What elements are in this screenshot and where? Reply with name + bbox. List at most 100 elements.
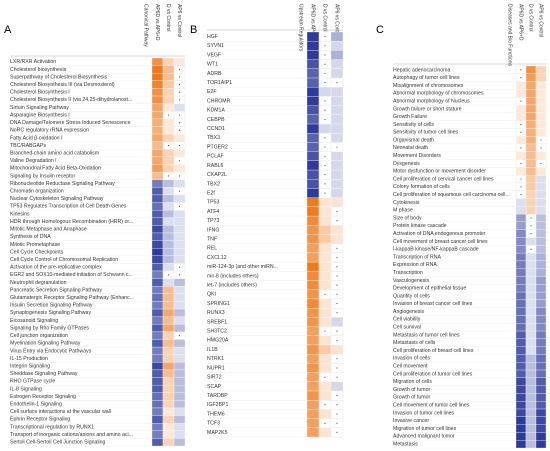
heat-cell [318, 123, 332, 134]
row-label: Hepatic adenocarcinoma [393, 67, 450, 73]
heat-cell [173, 400, 186, 409]
row-label: Sirtuin Signaling Pathway [10, 105, 69, 111]
heat-cell [162, 57, 175, 66]
row-label: TBX2 [207, 181, 220, 187]
heat-cell [306, 225, 320, 235]
cell-dot [324, 164, 326, 167]
heat-cell [151, 73, 164, 81]
cell-dot [324, 118, 326, 121]
heat-cell [330, 197, 344, 208]
heat-cell [151, 88, 164, 97]
heat-cell [306, 261, 320, 272]
heat-cell [306, 169, 320, 180]
row-label: Cell movement of breast cancer cell line… [393, 239, 488, 245]
cell-dot [336, 358, 338, 360]
row-label: TBX3 [207, 135, 220, 141]
heat-cell [162, 423, 175, 431]
row-label: E2F [207, 89, 217, 95]
row-label: Neonatal death [393, 145, 428, 151]
cell-dot [324, 54, 326, 56]
cell-dot [336, 404, 338, 406]
column-label: AP6 vs Control [538, 4, 544, 37]
row-label: Autophagy of tumor cell lines [393, 75, 460, 81]
heat-cell [306, 197, 320, 208]
heat-cell [515, 307, 527, 316]
heat-cell [173, 278, 186, 287]
row-label: RABL6 [207, 163, 224, 169]
heat-cell [525, 97, 537, 106]
heat-cell [173, 392, 186, 401]
heat-cell [162, 339, 175, 348]
heat-cell [515, 432, 527, 441]
heat-cell [306, 409, 320, 419]
heat-cell [535, 128, 547, 137]
heat-cell [162, 202, 175, 211]
column-label: D vs Control [165, 4, 171, 32]
heat-cell [162, 65, 175, 74]
heat-cell [330, 41, 344, 51]
row-label: Transcription [393, 270, 423, 276]
row-label: Migration of cells [393, 379, 432, 385]
cell-dot [336, 367, 338, 369]
row-label: PTGER2 [207, 144, 228, 150]
heat-cell [151, 286, 164, 294]
heat-cell [306, 188, 320, 198]
row-label: Cell survival [393, 325, 421, 331]
heat-cell [173, 293, 186, 302]
heat-cell [535, 330, 547, 340]
row-label: Valine Degradation I [10, 158, 57, 164]
heat-cell [162, 331, 175, 340]
row-label: CHROMR [207, 98, 231, 104]
heat-cell [535, 245, 547, 254]
row-label: Invasion of tumor cell lines [393, 410, 455, 416]
cell-dot [336, 275, 338, 277]
heat-cell [515, 81, 527, 90]
heat-cell [151, 194, 164, 203]
row-label: TNF [207, 236, 217, 242]
column-label: AP6 vs Control [176, 4, 182, 37]
heat-cell [535, 416, 547, 425]
row-label: CKAP2L [207, 172, 227, 178]
row-label: E2f [207, 190, 215, 196]
cell-dot [178, 205, 181, 207]
cell-dot [324, 376, 326, 378]
heat-cell [151, 423, 164, 431]
heat-cell [330, 123, 344, 134]
heat-cell [330, 317, 344, 327]
heat-cell [306, 344, 320, 355]
row-label: Angiogenesis [393, 309, 425, 315]
cell-dot [324, 100, 326, 102]
heat-cell [162, 301, 175, 310]
heat-cell [306, 151, 320, 162]
heat-cell [151, 270, 164, 279]
heat-cell [318, 298, 332, 309]
row-label: Ribonucleotide Reductase Signaling Pathw… [10, 181, 115, 187]
heat-cell [306, 123, 320, 134]
heat-cell [525, 323, 537, 332]
heat-cell [151, 400, 164, 409]
heat-cell [525, 65, 537, 74]
heat-cell [151, 95, 164, 104]
row-label: HDR through Homologous Recombination (HR… [10, 219, 133, 225]
row-label: Metastasis of tumor cell lines [393, 332, 460, 338]
cell-dot [336, 293, 338, 295]
heat-cell [306, 317, 320, 327]
heat-cell [151, 187, 164, 196]
cell-dot [336, 266, 338, 268]
cell-dot [324, 155, 326, 157]
heat-cell [306, 252, 320, 263]
heat-cell [151, 384, 164, 393]
row-label: Cell movement [393, 364, 428, 370]
heat-cell [173, 377, 186, 386]
heat-cell [162, 194, 175, 203]
heat-cell [515, 89, 527, 98]
heat-cell [173, 384, 186, 393]
row-label: Dysgenesis [393, 161, 420, 167]
heat-cell [535, 377, 547, 386]
row-label: Sensitivity of cells [393, 122, 434, 128]
heat-cell [535, 369, 547, 378]
heat-cell [525, 268, 537, 277]
heat-cell [151, 263, 164, 272]
heat-cell [318, 252, 332, 263]
